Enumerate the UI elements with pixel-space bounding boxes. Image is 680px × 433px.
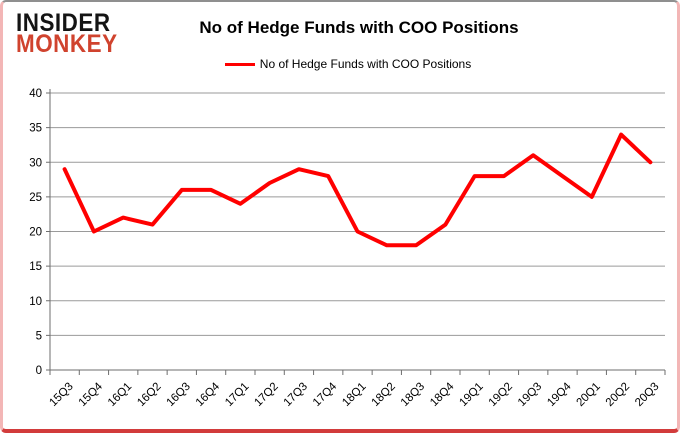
y-axis-tick-label: 0 [36, 365, 42, 377]
x-axis-tick-label: 20Q1 [575, 381, 603, 409]
y-axis-tick-label: 40 [29, 88, 42, 100]
legend-line-icon [224, 62, 255, 66]
x-axis-tick-label: 19Q1 [457, 381, 485, 409]
x-axis-tick-label: 20Q3 [633, 381, 661, 409]
x-axis-tick-label: 19Q4 [545, 380, 574, 409]
y-axis-tick-label: 35 [29, 123, 42, 135]
line-chart: 0 5 10 15 20 25 30 35 40 15Q3 15Q4 16Q1 16Q2 16Q3 16Q4… [29, 88, 666, 409]
chart-title: No of Hedge Funds with COO Positions [199, 18, 519, 37]
y-axis-tick-label: 20 [29, 227, 42, 239]
x-axis-tick-label: 16Q3 [165, 381, 193, 409]
chart-legend: No of Hedge Funds with COO Positions [3, 57, 677, 71]
x-axis-tick-label: 18Q2 [370, 381, 398, 409]
x-axis-tick-label: 15Q3 [47, 381, 75, 409]
x-axis-tick-label: 20Q2 [604, 381, 632, 409]
y-axis-tick-label: 10 [29, 296, 42, 308]
logo-text-monkey: MONKEY [16, 29, 118, 58]
x-axis-tick-label: 17Q1 [223, 381, 251, 409]
logo-text-insider: INSIDER [16, 8, 111, 37]
y-axis-tick-label: 5 [36, 330, 42, 342]
x-axis-tick-label: 16Q4 [194, 380, 223, 409]
x-axis-tick-label: 17Q4 [311, 380, 340, 409]
y-axis-tick-label: 25 [29, 192, 42, 204]
insider-monkey-logo: INSIDER MONKEY [16, 8, 118, 58]
x-axis-tick-label: 17Q2 [252, 381, 280, 409]
x-axis-tick-label: 16Q2 [135, 381, 163, 409]
x-axis-tick-label: 19Q3 [516, 381, 544, 409]
x-axis-tick-label: 16Q1 [106, 381, 134, 409]
x-axis-tick-label: 18Q4 [428, 380, 457, 409]
x-axis-tick-label: 17Q3 [282, 381, 310, 409]
y-axis-tick-label: 30 [29, 157, 42, 169]
x-axis-tick-label: 19Q2 [487, 381, 515, 409]
x-axis-tick-label: 15Q4 [77, 380, 106, 409]
series-line [62, 132, 653, 248]
x-axis-tick-label: 18Q3 [399, 381, 427, 409]
legend-series-label: No of Hedge Funds with COO Positions [259, 57, 472, 71]
x-axis-tick-label: 18Q1 [340, 381, 368, 409]
y-axis-tick-label: 15 [29, 261, 42, 273]
